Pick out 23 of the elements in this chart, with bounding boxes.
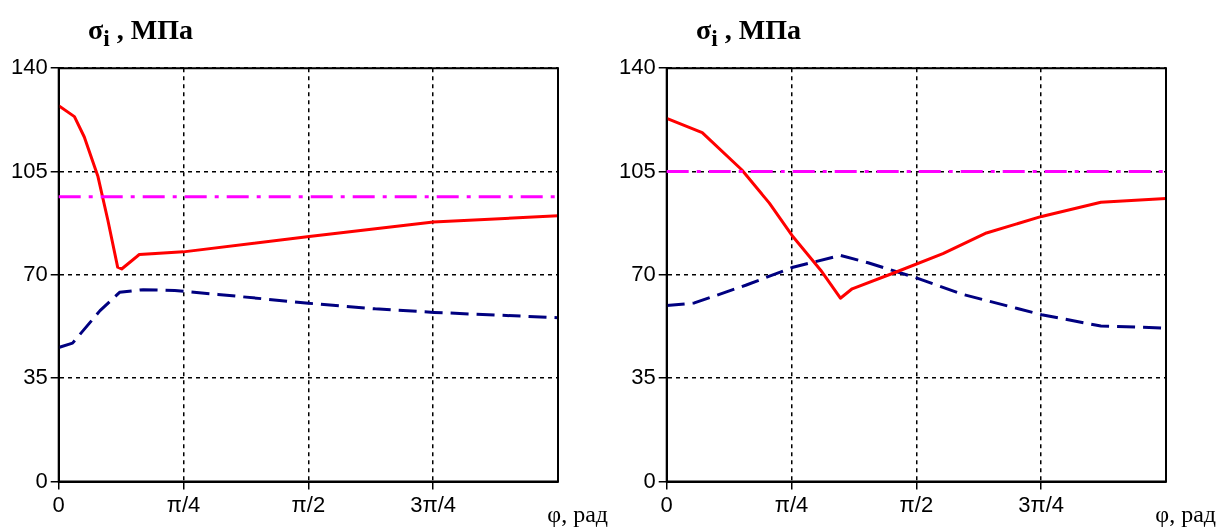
x-axis-title: φ, рад [1155,501,1216,528]
y-tick-label: 35 [23,364,48,390]
y-tick-label: 140 [10,54,48,80]
x-tick-label: 0 [660,491,673,517]
y-tick-label: 70 [631,260,656,286]
y-tick-label: 0 [643,467,656,493]
line-series [58,288,558,350]
x-axis-title: φ, рад [547,501,608,528]
x-tick-label: 3π/4 [1018,491,1065,517]
x-tick-label: π/4 [166,491,201,517]
y-axis-title: σ$_{i}$ , МПа [695,13,802,52]
y-axis-title: σ$_{i}$ , МПа [87,13,194,52]
x-tick-label: π/2 [291,491,326,517]
x-tick-label: 3π/4 [410,491,457,517]
x-tick-label: π/4 [774,491,809,517]
x-tick-label: 0 [52,491,65,517]
y-tick-label: 70 [23,260,48,286]
y-tick-label: 105 [10,157,48,183]
y-tick-label: 105 [618,157,656,183]
x-tick-label: π/2 [899,491,934,517]
y-tick-label: 0 [35,467,48,493]
y-tick-label: 35 [631,364,656,390]
y-tick-label: 140 [618,54,656,80]
